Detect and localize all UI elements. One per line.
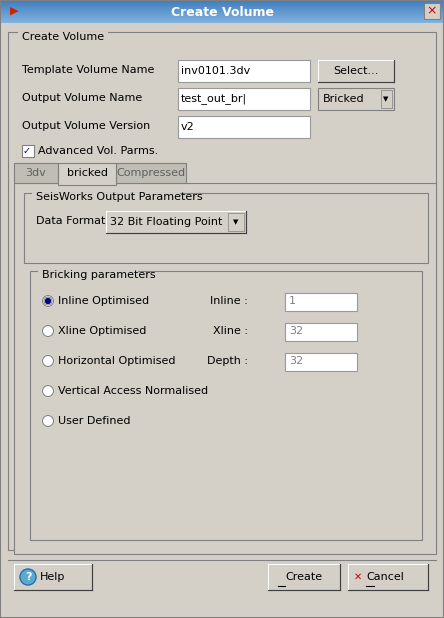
Bar [381, 90, 392, 108]
Text: Help: Help [40, 572, 65, 582]
Bar [38, 271, 138, 279]
Text: Create Volume: Create Volume [170, 6, 274, 19]
Text: Vertical Access Normalised: Vertical Access Normalised [58, 386, 208, 396]
Bar [116, 163, 186, 183]
Bar [22, 145, 34, 157]
Bar [178, 88, 310, 110]
Bar [424, 3, 440, 19]
Text: ✓: ✓ [23, 146, 31, 156]
Text: 32: 32 [289, 356, 303, 366]
Text: ✕: ✕ [354, 572, 362, 582]
Bar [59, 183, 115, 184]
Bar [1, 3, 443, 4]
Text: Template Volume Name: Template Volume Name [22, 65, 155, 75]
Bar [1, 15, 443, 16]
Bar [268, 564, 340, 590]
Bar [32, 193, 180, 201]
Bar [1, 13, 443, 14]
Circle shape [20, 569, 36, 585]
Bar [1, 16, 443, 17]
Text: bricked: bricked [67, 168, 107, 178]
Circle shape [43, 415, 53, 426]
Circle shape [43, 355, 53, 366]
Text: Inline :: Inline : [210, 296, 248, 306]
Bar [14, 564, 92, 590]
Text: Inline Optimised: Inline Optimised [58, 296, 149, 306]
Bar [18, 32, 108, 42]
Bar [1, 6, 443, 7]
Text: Bricked: Bricked [323, 94, 365, 104]
Bar [1, 12, 443, 13]
Bar [59, 182, 115, 184]
Circle shape [43, 326, 53, 336]
Text: Horizontal Optimised: Horizontal Optimised [58, 356, 175, 366]
Bar [1, 22, 443, 23]
Text: Cancel: Cancel [366, 572, 404, 582]
Bar [318, 88, 394, 110]
Bar [1, 21, 443, 22]
Text: Output Volume Name: Output Volume Name [22, 93, 142, 103]
Bar [1, 4, 443, 5]
Bar [1, 8, 443, 9]
Bar [178, 60, 310, 82]
Bar [1, 17, 443, 18]
Bar [30, 271, 422, 540]
Text: Depth :: Depth : [207, 356, 248, 366]
Text: Create: Create [285, 572, 322, 582]
Text: Xline Optimised: Xline Optimised [58, 326, 147, 336]
Bar [14, 183, 436, 554]
Bar [1, 11, 443, 12]
Bar [24, 193, 428, 263]
Text: Compressed: Compressed [116, 168, 186, 178]
Bar [285, 293, 357, 311]
Text: test_out_br|: test_out_br| [181, 93, 247, 104]
Bar [178, 116, 310, 138]
Text: inv0101.3dv: inv0101.3dv [181, 66, 250, 76]
Bar [285, 353, 357, 371]
Bar [1, 7, 443, 8]
Bar [1, 5, 443, 6]
Text: User Defined: User Defined [58, 416, 131, 426]
Bar [1, 18, 443, 19]
Text: 1: 1 [289, 296, 296, 306]
Circle shape [43, 386, 53, 397]
Text: ▼: ▼ [383, 96, 388, 102]
Bar [1, 19, 443, 20]
Text: 32 Bit Floating Point: 32 Bit Floating Point [110, 217, 222, 227]
Text: v2: v2 [181, 122, 195, 132]
Bar [1, 20, 443, 21]
Bar [348, 564, 428, 590]
Bar [58, 163, 116, 185]
Text: Create Volume: Create Volume [22, 32, 104, 42]
Text: SeisWorks Output Parameters: SeisWorks Output Parameters [36, 192, 202, 202]
Text: Output Volume Version: Output Volume Version [22, 121, 150, 131]
Bar [318, 60, 394, 82]
Bar [14, 163, 58, 183]
Text: 32: 32 [289, 326, 303, 336]
Text: Advanced Vol. Parms.: Advanced Vol. Parms. [38, 146, 158, 156]
Text: Data Format: Data Format [36, 216, 105, 226]
Text: Xline :: Xline : [213, 326, 248, 336]
Bar [285, 323, 357, 341]
Bar [1, 1, 443, 2]
Text: ▼: ▼ [233, 219, 239, 225]
Circle shape [45, 298, 51, 303]
Text: ?: ? [25, 572, 31, 582]
Circle shape [43, 295, 53, 307]
Bar [106, 211, 246, 233]
Text: Bricking parameters: Bricking parameters [42, 270, 156, 280]
Text: ▶: ▶ [10, 6, 19, 16]
Text: ×: × [427, 4, 437, 17]
Bar [1, 14, 443, 15]
Text: 3dv: 3dv [26, 168, 46, 178]
Bar [8, 32, 436, 550]
Bar [1, 2, 443, 3]
Bar [1, 9, 443, 10]
Text: Select...: Select... [333, 66, 379, 76]
Bar [228, 213, 244, 231]
Bar [1, 10, 443, 11]
